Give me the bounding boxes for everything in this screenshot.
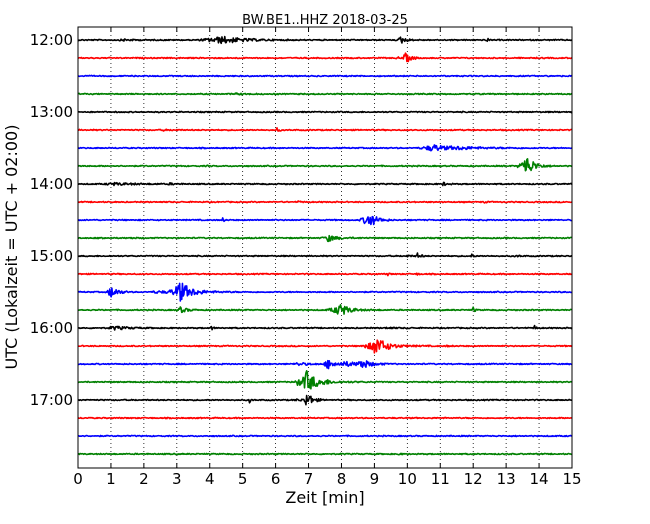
trace-1415 xyxy=(77,200,573,204)
trace-1445 xyxy=(77,234,573,243)
x-tick-label: 5 xyxy=(238,470,248,488)
y-tick-label: 17:00 xyxy=(30,391,73,409)
trace-1300 xyxy=(77,110,573,114)
y-tick-label: 13:00 xyxy=(30,103,73,121)
x-tick-label: 0 xyxy=(73,470,83,488)
trace-1745 xyxy=(77,452,573,456)
trace-1645 xyxy=(77,370,573,390)
chart-title: BW.BE1..HHZ 2018-03-25 xyxy=(242,13,408,28)
trace-1430 xyxy=(77,215,573,226)
trace-1330 xyxy=(77,144,573,152)
y-tick-label: 16:00 xyxy=(30,319,73,337)
trace-1600 xyxy=(77,324,573,331)
trace-1730 xyxy=(77,434,573,438)
trace-1400 xyxy=(77,181,573,187)
x-tick-label: 4 xyxy=(205,470,215,488)
trace-1215 xyxy=(77,52,573,63)
y-tick-label: 15:00 xyxy=(30,247,73,265)
trace-1515 xyxy=(77,272,573,277)
trace-1700 xyxy=(77,394,573,406)
trace-1530 xyxy=(77,282,573,302)
trace-1615 xyxy=(77,339,573,354)
x-tick-label: 6 xyxy=(271,470,281,488)
x-axis: 0 1 2 3 4 5 6 7 8 9 10 11 12 13 14 15 xyxy=(73,27,582,488)
x-tick-label: 2 xyxy=(139,470,149,488)
x-tick-label: 1 xyxy=(106,470,116,488)
trace-lines xyxy=(77,35,573,456)
y-tick-label: 14:00 xyxy=(30,175,73,193)
x-tick-label: 10 xyxy=(398,470,417,488)
trace-1500 xyxy=(77,252,573,258)
trace-1230 xyxy=(77,74,573,78)
trace-1345 xyxy=(77,158,573,172)
x-tick-label: 3 xyxy=(172,470,182,488)
plot-frame xyxy=(77,26,573,469)
x-tick-label: 15 xyxy=(562,470,581,488)
y-axis-label: UTC (Lokalzeit = UTC + 02:00) xyxy=(2,125,21,370)
x-tick-label: 8 xyxy=(337,470,347,488)
x-tick-label: 13 xyxy=(497,470,516,488)
trace-1245 xyxy=(77,92,573,96)
x-tick-label: 11 xyxy=(431,470,450,488)
x-tick-label: 12 xyxy=(464,470,483,488)
trace-1200 xyxy=(77,35,573,45)
vertical-grid xyxy=(110,27,540,468)
x-axis-label: Zeit [min] xyxy=(285,488,364,507)
trace-1545 xyxy=(77,304,573,315)
x-tick-label: 9 xyxy=(370,470,380,488)
y-tick-label: 12:00 xyxy=(30,31,73,49)
x-tick-label: 14 xyxy=(530,470,549,488)
trace-1715 xyxy=(77,416,573,420)
y-axis: 12:00 13:00 14:00 15:00 16:00 17:00 xyxy=(30,31,572,409)
trace-1630 xyxy=(77,359,573,370)
x-tick-label: 7 xyxy=(304,470,314,488)
trace-1315 xyxy=(77,127,573,132)
